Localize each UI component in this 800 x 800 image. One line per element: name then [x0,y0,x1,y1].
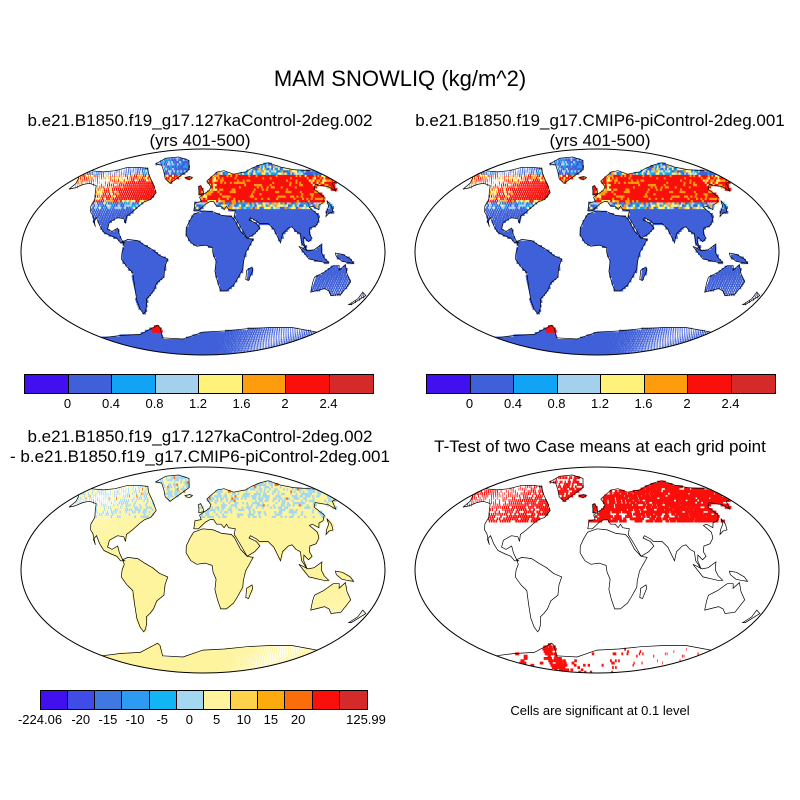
colorbar-tick-label: 0.4 [101,396,121,411]
colorbar-swatch [122,691,150,709]
colorbar-tick-label: 0.4 [503,396,523,411]
colorbar-swatch [149,691,177,709]
colorbar-tick-label: 10 [236,712,251,727]
colorbar-tick-label: 2 [683,396,691,411]
colorbar-swatch [203,691,232,709]
map-diff [20,466,386,674]
colorbar-tick-label: 125.99 [346,712,386,727]
colorbar-swatch [427,375,471,393]
colorbar-swatch [68,691,96,709]
colorbar-swatch [231,691,259,709]
colorbar-tick-label: -224.06 [17,712,63,727]
colorbar-tick-label: -15 [98,712,118,727]
colorbar-swatch [258,691,286,709]
colorbar-swatch [112,375,156,393]
colorbar-swatch [25,375,69,393]
colorbar-tick-label: 0 [185,712,194,727]
colorbar-swatch [242,375,286,393]
colorbar-tick-label: -5 [156,712,169,727]
panel-title-case2: b.e21.B1850.f19_g17.CMIP6-piControl-2deg… [400,111,800,151]
colorbar-case2 [426,374,776,394]
colorbar-swatch [329,375,373,393]
main-title: MAM SNOWLIQ (kg/m^2) [273,66,527,91]
colorbar-tick-label: 5 [212,712,221,727]
colorbar-swatch [95,691,123,709]
colorbar-swatch [285,691,313,709]
coastlines [68,474,367,673]
colorbar-tick-label: 0 [63,396,72,411]
panel-title-case1: b.e21.B1850.f19_g17.127kaControl-2deg.00… [0,111,400,151]
colorbar-tick-label: 1.2 [188,396,208,411]
colorbar-tick-label: 0.8 [547,396,566,411]
colorbar-swatch [199,375,243,393]
colorbar-tick-label: 2 [281,396,289,411]
colorbar-tick-label: 2.4 [721,396,740,411]
map-case1 [20,148,386,356]
colorbar-tick-label: 1.6 [634,396,653,411]
colorbar-swatch [601,375,645,393]
panel-title-line: b.e21.B1850.f19_g17.CMIP6-piControl-2deg… [415,111,785,130]
colorbar-swatch [731,375,775,393]
colorbar-case1 [24,374,374,394]
panel-title-line: (yrs 401-500) [149,131,251,150]
significance-note: Cells are significant at 0.1 level [510,703,690,718]
colorbar-swatch [176,691,204,709]
colorbar-tick-label: 20 [290,712,306,727]
colorbar-tick-label: -20 [71,712,91,727]
colorbar-swatch [644,375,688,393]
panel-title-diff: b.e21.B1850.f19_g17.127kaControl-2deg.00… [0,427,400,467]
panel-title-line: (yrs 401-500) [549,131,651,150]
colorbar-swatch [68,375,112,393]
map-ttest [414,466,780,674]
panel-title-line: b.e21.B1850.f19_g17.127kaControl-2deg.00… [27,111,373,130]
colorbar-tick-label: 1.2 [590,396,610,411]
colorbar-tick-label: 15 [263,712,279,727]
colorbar-swatch [155,375,199,393]
map-case2 [414,148,780,356]
colorbar-tick-label: 0 [465,396,474,411]
map-border [20,466,386,674]
colorbar-swatch [557,375,601,393]
colorbar-swatch [470,375,514,393]
map-border [414,466,780,674]
colorbar-tick-label: 1.6 [232,396,251,411]
colorbar-swatch [286,375,330,393]
colorbar-tick-label: -10 [125,712,145,727]
colorbar-swatch [688,375,732,393]
panel-title-line: - b.e21.B1850.f19_g17.CMIP6-piControl-2d… [10,447,390,466]
colorbar-swatch [514,375,558,393]
panel-title-line: T-Test of two Case means at each grid po… [434,437,766,456]
colorbar-swatch [41,691,69,709]
colorbar-swatch [312,691,340,709]
map-border [414,148,780,356]
colorbar-swatch [339,691,367,709]
colorbar-tick-label: 2.4 [319,396,338,411]
colorbar-tick-label: 0.8 [145,396,164,411]
panel-title-ttest: T-Test of two Case means at each grid po… [400,437,800,457]
panel-title-line: b.e21.B1850.f19_g17.127kaControl-2deg.00… [27,427,373,446]
colorbar-diff [40,690,368,710]
map-border [20,148,386,356]
